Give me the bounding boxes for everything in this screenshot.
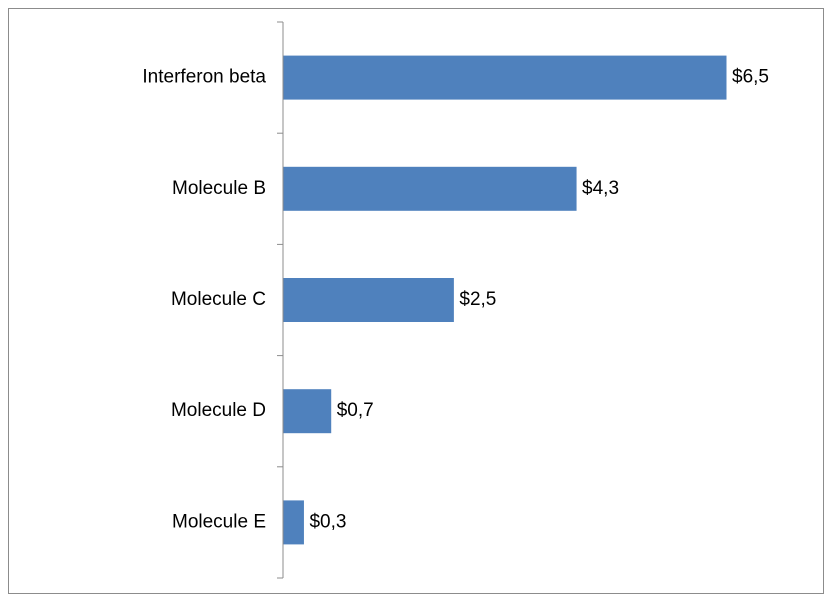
category-label: Interferon beta bbox=[142, 67, 266, 88]
bar bbox=[283, 389, 332, 434]
data-label: $4,3 bbox=[582, 178, 619, 199]
category-label: Molecule E bbox=[172, 511, 266, 532]
data-labels: $6,5 $4,3 $2,5 $0,7 $0,3 bbox=[309, 67, 769, 533]
data-label: $0,3 bbox=[309, 511, 346, 532]
y-axis-ticks bbox=[277, 21, 283, 579]
category-label: Molecule D bbox=[171, 400, 266, 421]
bar bbox=[283, 500, 304, 545]
category-labels: Interferon beta Molecule B Molecule C Molec… bbox=[142, 67, 266, 533]
data-label: $6,5 bbox=[732, 67, 769, 88]
bar bbox=[283, 278, 454, 322]
category-label: Molecule B bbox=[172, 178, 266, 199]
bar bbox=[283, 55, 727, 100]
bar bbox=[283, 166, 577, 211]
data-label: $2,5 bbox=[459, 289, 496, 310]
category-label: Molecule C bbox=[171, 289, 266, 310]
bars bbox=[283, 55, 727, 545]
data-label: $0,7 bbox=[337, 400, 374, 421]
